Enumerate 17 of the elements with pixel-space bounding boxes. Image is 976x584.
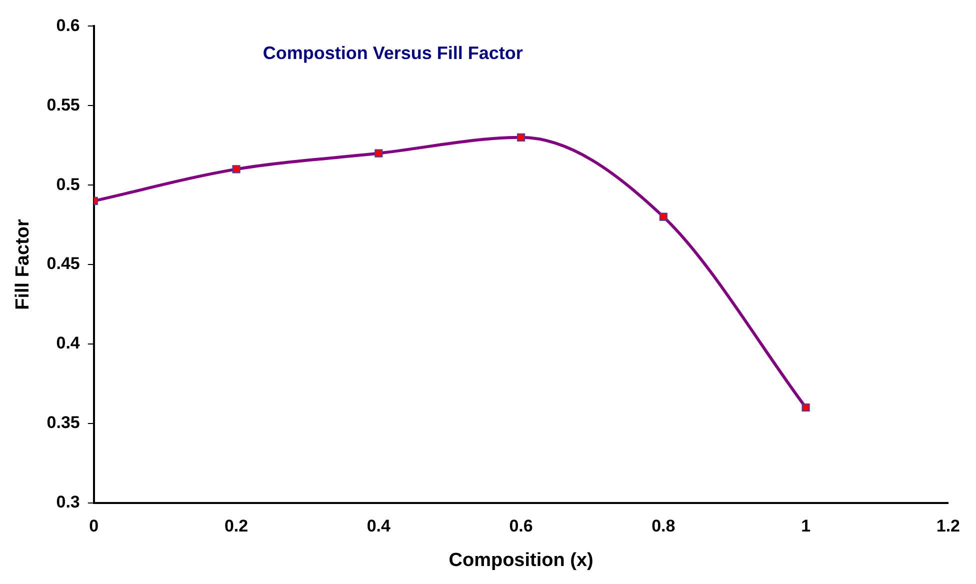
y-tick-label: 0.5: [56, 174, 80, 194]
y-tick-label: 0.4: [56, 334, 80, 353]
x-tick-label: 1: [801, 516, 811, 536]
y-tick-label: 0.45: [46, 254, 80, 274]
y-tick-label: 0.55: [46, 95, 80, 114]
y-tick-label: 0.3: [56, 492, 80, 512]
x-tick-label: 1.2: [936, 516, 960, 536]
x-axis-title: Composition (x): [448, 550, 594, 571]
y-tick-label: 0.35: [46, 413, 80, 432]
x-tick-label: 0: [89, 516, 99, 536]
x-tick-label: 0.6: [509, 516, 533, 536]
x-tick-label: 0.2: [224, 516, 248, 536]
y-axis-title: Fill Factor: [12, 218, 34, 310]
y-tick-label: 0.6: [56, 16, 80, 35]
text: Compostion Versus Fill Factor: [262, 43, 523, 64]
x-tick-label: 0.4: [366, 516, 392, 536]
x-tick-label: 0.8: [652, 516, 676, 536]
